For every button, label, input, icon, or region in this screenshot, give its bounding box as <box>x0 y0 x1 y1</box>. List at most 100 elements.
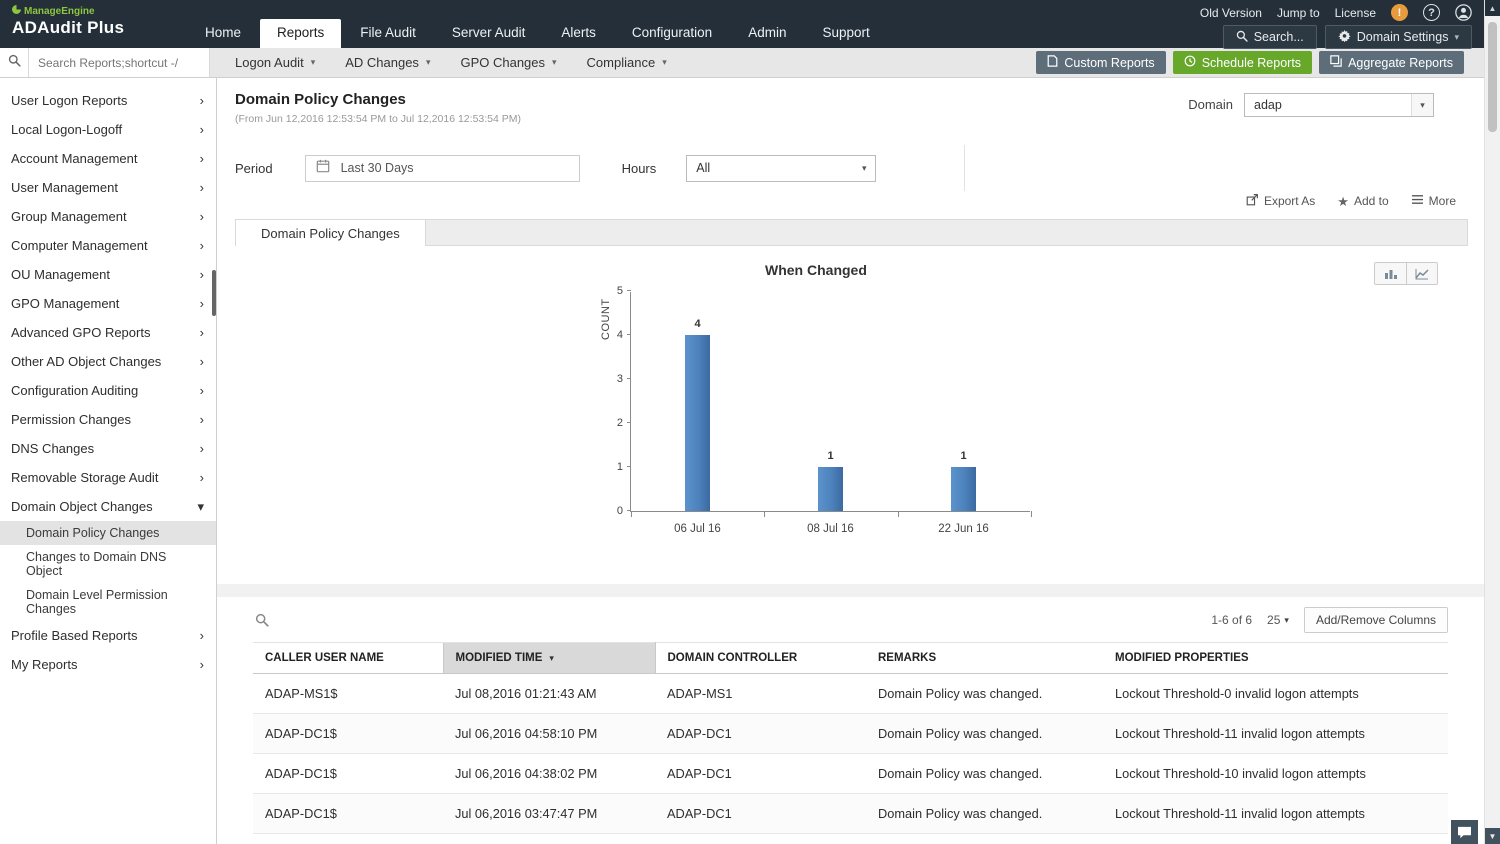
table-cell: Jul 06,2016 04:58:10 PM <box>443 713 655 754</box>
menu-logon-audit[interactable]: Logon Audit ▾ <box>220 48 330 77</box>
column-header-modified-properties[interactable]: MODIFIED PROPERTIES <box>1103 642 1448 674</box>
bar-value-label: 4 <box>694 318 701 330</box>
brand-logo[interactable]: ManageEngine ADAudit Plus <box>0 0 188 48</box>
report-search-input[interactable] <box>29 48 210 77</box>
chart-bar[interactable] <box>951 467 976 511</box>
table-cell: Domain Policy was changed. <box>866 753 1103 794</box>
column-header-remarks[interactable]: REMARKS <box>866 642 1103 674</box>
nav-tab-support[interactable]: Support <box>822 25 870 40</box>
table-row[interactable]: ADAP-DC1$ Jul 06,2016 04:58:10 PM ADAP-DC1… <box>253 713 1448 754</box>
table-row[interactable]: ADAP-DC1$ Jul 06,2016 03:47:47 PM ADAP-DC1… <box>253 793 1448 834</box>
license-link[interactable]: License <box>1334 5 1376 20</box>
user-account-icon[interactable] <box>1455 4 1472 21</box>
hours-select-value: All <box>696 161 711 175</box>
table-cell: Jul 06,2016 04:38:02 PM <box>443 753 655 794</box>
period-picker[interactable]: Last 30 Days <box>304 154 580 182</box>
column-header-modified-time[interactable]: MODIFIED TIME ▾ <box>442 642 656 674</box>
scroll-down-arrow[interactable]: ▼ <box>1485 828 1500 844</box>
menu-ad-changes[interactable]: AD Changes ▾ <box>330 48 445 77</box>
nav-tab-configuration[interactable]: Configuration <box>631 25 713 40</box>
nav-tab-file-audit[interactable]: File Audit <box>360 25 416 40</box>
column-header-label: MODIFIED PROPERTIES <box>1115 652 1249 664</box>
line-chart-icon[interactable] <box>1406 263 1437 284</box>
table-row[interactable]: ADAP-MS1$ Jul 08,2016 01:21:43 AM ADAP-MS1… <box>253 673 1448 714</box>
tab-domain-policy-changes[interactable]: Domain Policy Changes <box>236 220 426 246</box>
chat-bubble-icon[interactable] <box>1451 820 1478 844</box>
sidebar-item-permission-changes[interactable]: Permission Changes › <box>0 405 216 434</box>
jump-to-link[interactable]: Jump to <box>1276 5 1320 20</box>
table-search-icon[interactable] <box>253 611 271 629</box>
sidebar-item-computer-management[interactable]: Computer Management › <box>0 231 216 260</box>
hours-select[interactable]: All ▾ <box>686 154 877 182</box>
add-to-action[interactable]: ★ Add to <box>1337 194 1388 208</box>
sidebar-item-advanced-gpo-reports[interactable]: Advanced GPO Reports › <box>0 318 216 347</box>
sidebar-item-user-management[interactable]: User Management › <box>0 173 216 202</box>
sidebar-item-label: Removable Storage Audit <box>11 470 159 485</box>
chevron-right-icon: › <box>199 122 204 137</box>
bar-value-label: 1 <box>960 450 967 462</box>
sidebar-subitem-domain-policy-changes[interactable]: Domain Policy Changes <box>0 521 216 545</box>
sidebar-item-gpo-management[interactable]: GPO Management › <box>0 289 216 318</box>
column-header-domain-controller[interactable]: DOMAIN CONTROLLER <box>655 642 866 674</box>
sidebar-item-domain-object-changes[interactable]: Domain Object Changes ▾ <box>0 492 216 521</box>
sidebar-subitem-domain-level-permission-changes[interactable]: Domain Level Permission Changes <box>26 588 168 616</box>
domain-selector: Domain adap ▾ <box>1188 91 1434 125</box>
sidebar-item-ou-management[interactable]: OU Management › <box>0 260 216 289</box>
more-action[interactable]: More <box>1411 194 1456 208</box>
chart-tools <box>1374 262 1438 285</box>
aggregate-reports-button[interactable]: Aggregate Reports <box>1319 51 1464 74</box>
community-icon[interactable]: ! <box>1391 4 1408 21</box>
column-header-caller-user-name[interactable]: CALLER USER NAME <box>253 642 443 674</box>
gear-icon <box>1338 29 1351 45</box>
scroll-up-arrow[interactable]: ▲ <box>1485 0 1500 16</box>
main-nav: Home Reports File Audit Server Audit Alerts C… <box>188 0 887 48</box>
report-search-icon-button[interactable] <box>0 48 29 77</box>
nav-tab-reports[interactable]: Reports <box>260 19 342 48</box>
report-table: CALLER USER NAME MODIFIED TIME ▾ DOMAIN CON… <box>253 642 1448 844</box>
sidebar-item-profile-based-reports[interactable]: Profile Based Reports › <box>0 621 216 650</box>
chart-bar[interactable] <box>818 467 843 511</box>
scrollbar-thumb[interactable] <box>1488 22 1497 132</box>
nav-tab-admin[interactable]: Admin <box>748 25 787 40</box>
sidebar-item-my-reports[interactable]: My Reports › <box>0 650 216 679</box>
sidebar-item-user-logon-reports[interactable]: User Logon Reports › <box>0 86 216 115</box>
nav-tab-alerts[interactable]: Alerts <box>561 25 596 40</box>
sidebar-item-label: Computer Management <box>11 238 148 253</box>
table-cell: ADAP-DC1 <box>655 713 866 754</box>
domain-select[interactable]: adap ▾ <box>1244 93 1434 117</box>
old-version-link[interactable]: Old Version <box>1199 5 1262 20</box>
sidebar-subitem-changes-to-domain-dns-object[interactable]: Changes to Domain DNS Object <box>26 550 167 578</box>
y-tickmark <box>627 290 631 291</box>
menu-gpo-changes[interactable]: GPO Changes ▾ <box>445 48 571 77</box>
sidebar-item-removable-storage-audit[interactable]: Removable Storage Audit › <box>0 463 216 492</box>
table-row[interactable]: ADAP-DC1$Jul 06,2016 02:57:28 PMADAP-DC1… <box>253 833 1448 844</box>
bar-chart-icon[interactable] <box>1375 263 1406 284</box>
table-row[interactable]: ADAP-DC1$ Jul 06,2016 04:38:02 PM ADAP-DC1… <box>253 753 1448 794</box>
table-cell: ADAP-DC1$ <box>253 753 443 794</box>
chart-plot: 4 06 Jul 16 1 08 Jul 16 1 22 Jun 16 0 1 2 3 4 5 <box>617 285 1032 535</box>
sidebar-item-configuration-auditing[interactable]: Configuration Auditing › <box>0 376 216 405</box>
global-search-button[interactable]: Search... <box>1222 25 1317 49</box>
nav-tab-server-audit[interactable]: Server Audit <box>451 25 526 40</box>
y-tick-label: 4 <box>616 329 623 341</box>
export-as-action[interactable]: Export As <box>1246 193 1315 209</box>
custom-reports-button[interactable]: Custom Reports <box>1036 51 1166 74</box>
sidebar-item-label: Group Management <box>11 209 127 224</box>
sidebar-item-dns-changes[interactable]: DNS Changes › <box>0 434 216 463</box>
sidebar-scrollbar-thumb[interactable] <box>212 270 216 316</box>
page-scrollbar[interactable]: ▲ ▼ <box>1484 0 1500 844</box>
nav-tab-home[interactable]: Home <box>205 25 242 40</box>
sidebar-item-account-management[interactable]: Account Management › <box>0 144 216 173</box>
sidebar-item-group-management[interactable]: Group Management › <box>0 202 216 231</box>
sidebar-item-other-ad-object-changes[interactable]: Other AD Object Changes › <box>0 347 216 376</box>
menu-compliance[interactable]: Compliance ▾ <box>572 48 682 77</box>
add-remove-columns-button[interactable]: Add/Remove Columns <box>1303 607 1448 633</box>
page-size-select[interactable]: 25 ▾ <box>1267 613 1289 627</box>
sidebar-item-local-logon-logoff[interactable]: Local Logon-Logoff › <box>0 115 216 144</box>
domain-settings-button[interactable]: Domain Settings ▾ <box>1324 25 1472 49</box>
schedule-reports-button[interactable]: Schedule Reports <box>1172 51 1313 74</box>
chart-bar[interactable] <box>685 335 710 511</box>
help-icon[interactable]: ? <box>1423 4 1440 21</box>
page-size-value: 25 <box>1267 613 1281 627</box>
chevron-down-icon: ▾ <box>197 499 204 514</box>
